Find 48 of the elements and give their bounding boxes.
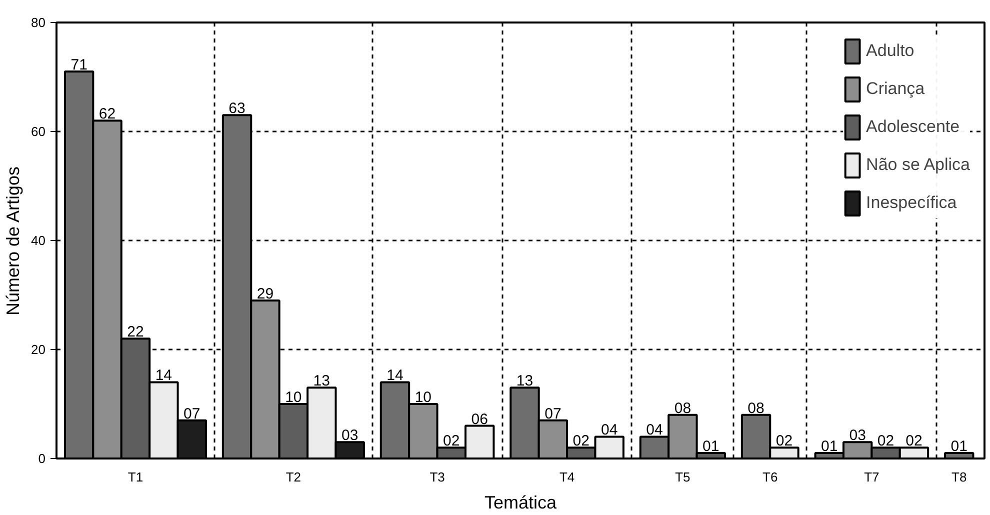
data-label: 02 xyxy=(877,432,894,450)
data-label: 02 xyxy=(572,432,590,450)
data-label: 22 xyxy=(127,324,144,341)
x-tick-label: T8 xyxy=(952,470,967,484)
data-label: 01 xyxy=(950,438,968,456)
data-label: 06 xyxy=(471,410,488,428)
data-label: 03 xyxy=(342,427,358,444)
data-label: 07 xyxy=(184,405,200,422)
legend-label: Criança xyxy=(866,79,925,99)
x-tick-label: T4 xyxy=(559,470,575,484)
legend-label: Adolescente xyxy=(866,117,960,137)
x-tick-label: T6 xyxy=(762,470,778,484)
data-label: 13 xyxy=(313,372,330,390)
data-label: 01 xyxy=(702,438,720,456)
data-label: 71 xyxy=(70,56,88,74)
x-tick-label: T7 xyxy=(864,470,880,484)
data-label: 02 xyxy=(443,432,460,450)
x-tick-label: T5 xyxy=(675,470,690,484)
data-label: 14 xyxy=(155,367,172,384)
data-label: 07 xyxy=(544,405,562,422)
data-label: 29 xyxy=(256,285,274,302)
x-axis-title: Temática xyxy=(484,492,558,512)
data-label: 10 xyxy=(285,389,302,406)
data-label: 08 xyxy=(674,400,692,417)
legend-label: Inespecífica xyxy=(866,193,957,213)
data-label: 63 xyxy=(228,100,246,118)
y-tick-label: 0 xyxy=(38,451,46,466)
data-label: 03 xyxy=(849,427,866,444)
x-tick-label: T3 xyxy=(430,470,445,484)
data-label: 62 xyxy=(98,106,116,123)
legend-label: Não se Aplica xyxy=(866,155,970,175)
y-tick-label: 40 xyxy=(31,233,46,248)
data-label: 04 xyxy=(646,422,663,439)
y-tick-label: 20 xyxy=(31,342,46,357)
legend-label: Adulto xyxy=(866,41,914,61)
x-tick-label: T2 xyxy=(286,470,302,484)
y-axis-title: Número de Artigos xyxy=(3,166,24,316)
y-tick-label: 60 xyxy=(31,124,46,139)
data-label: 13 xyxy=(516,372,534,390)
data-label: 02 xyxy=(906,432,922,450)
data-label: 04 xyxy=(601,422,618,439)
data-label: 01 xyxy=(821,438,838,456)
y-tick-label: 80 xyxy=(31,15,46,30)
data-label: 10 xyxy=(414,389,432,406)
data-label: 02 xyxy=(776,432,793,450)
data-label: 08 xyxy=(748,400,764,417)
data-label: 14 xyxy=(386,367,404,384)
x-tick-label: T1 xyxy=(128,470,144,484)
